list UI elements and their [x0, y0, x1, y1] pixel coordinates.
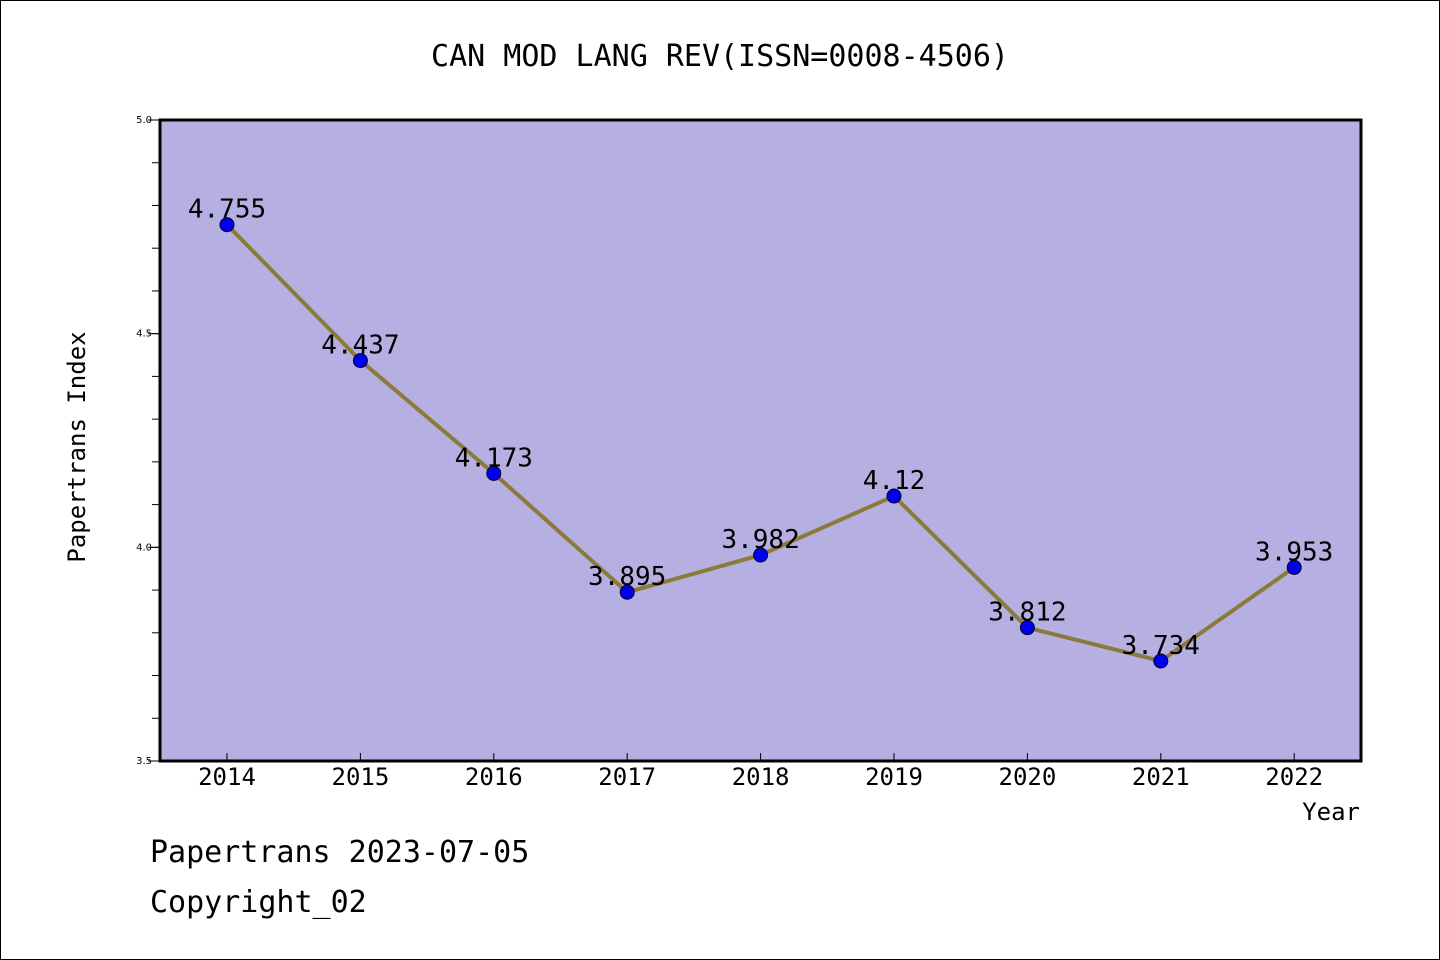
x-tick-label: 2019	[865, 763, 923, 791]
x-tick-label: 2015	[332, 763, 390, 791]
footer-copyright: Copyright_02	[150, 885, 367, 920]
y-axis: 3.5 4.0 4.5 5.0	[136, 115, 160, 767]
data-point	[886, 488, 902, 504]
data-label: 3.953	[1255, 537, 1333, 567]
data-label: 3.895	[588, 562, 666, 592]
data-label: 4.437	[321, 331, 399, 361]
data-points	[219, 217, 1302, 669]
footer-date: Papertrans 2023-07-05	[150, 835, 530, 870]
x-tick-label: 2018	[732, 763, 790, 791]
data-label: 3.812	[988, 598, 1066, 628]
data-point	[486, 465, 502, 481]
x-tick-label: 2016	[465, 763, 523, 791]
y-tick-label: 3.5	[136, 756, 152, 767]
plot-area	[158, 118, 1363, 763]
y-tick-label: 4.5	[136, 329, 152, 340]
data-point	[619, 584, 635, 600]
x-tick-label: 2017	[598, 763, 656, 791]
data-point	[352, 353, 368, 369]
data-point	[1286, 559, 1302, 575]
x-tick-label: 2014	[198, 763, 256, 791]
x-tick-label: 2022	[1265, 763, 1323, 791]
chart-title: CAN MOD LANG REV(ISSN=0008-4506)	[431, 39, 1009, 74]
y-tick-label: 4.0	[136, 542, 152, 553]
x-axis: 2014 2015 2016 2017 2018 2019 2020 2021 2022	[198, 753, 1323, 791]
x-tick-label: 2021	[1132, 763, 1190, 791]
y-tick-label: 5.0	[136, 115, 152, 126]
data-labels: 4.755 4.437 4.173 3.895 3.982 4.12 3.812 3.734 3…	[188, 195, 1333, 661]
data-point	[219, 217, 235, 233]
x-tick-label: 2020	[999, 763, 1057, 791]
y-axis-label: Papertrans Index	[63, 331, 91, 562]
data-label: 3.734	[1122, 631, 1200, 661]
data-label: 4.755	[188, 195, 266, 225]
data-point	[1153, 653, 1169, 669]
x-axis-label: Year	[1302, 798, 1360, 826]
data-label: 4.12	[863, 466, 926, 496]
data-label: 3.982	[721, 525, 799, 555]
data-label: 4.173	[455, 443, 533, 473]
data-point	[1019, 620, 1035, 636]
data-point	[753, 547, 769, 563]
